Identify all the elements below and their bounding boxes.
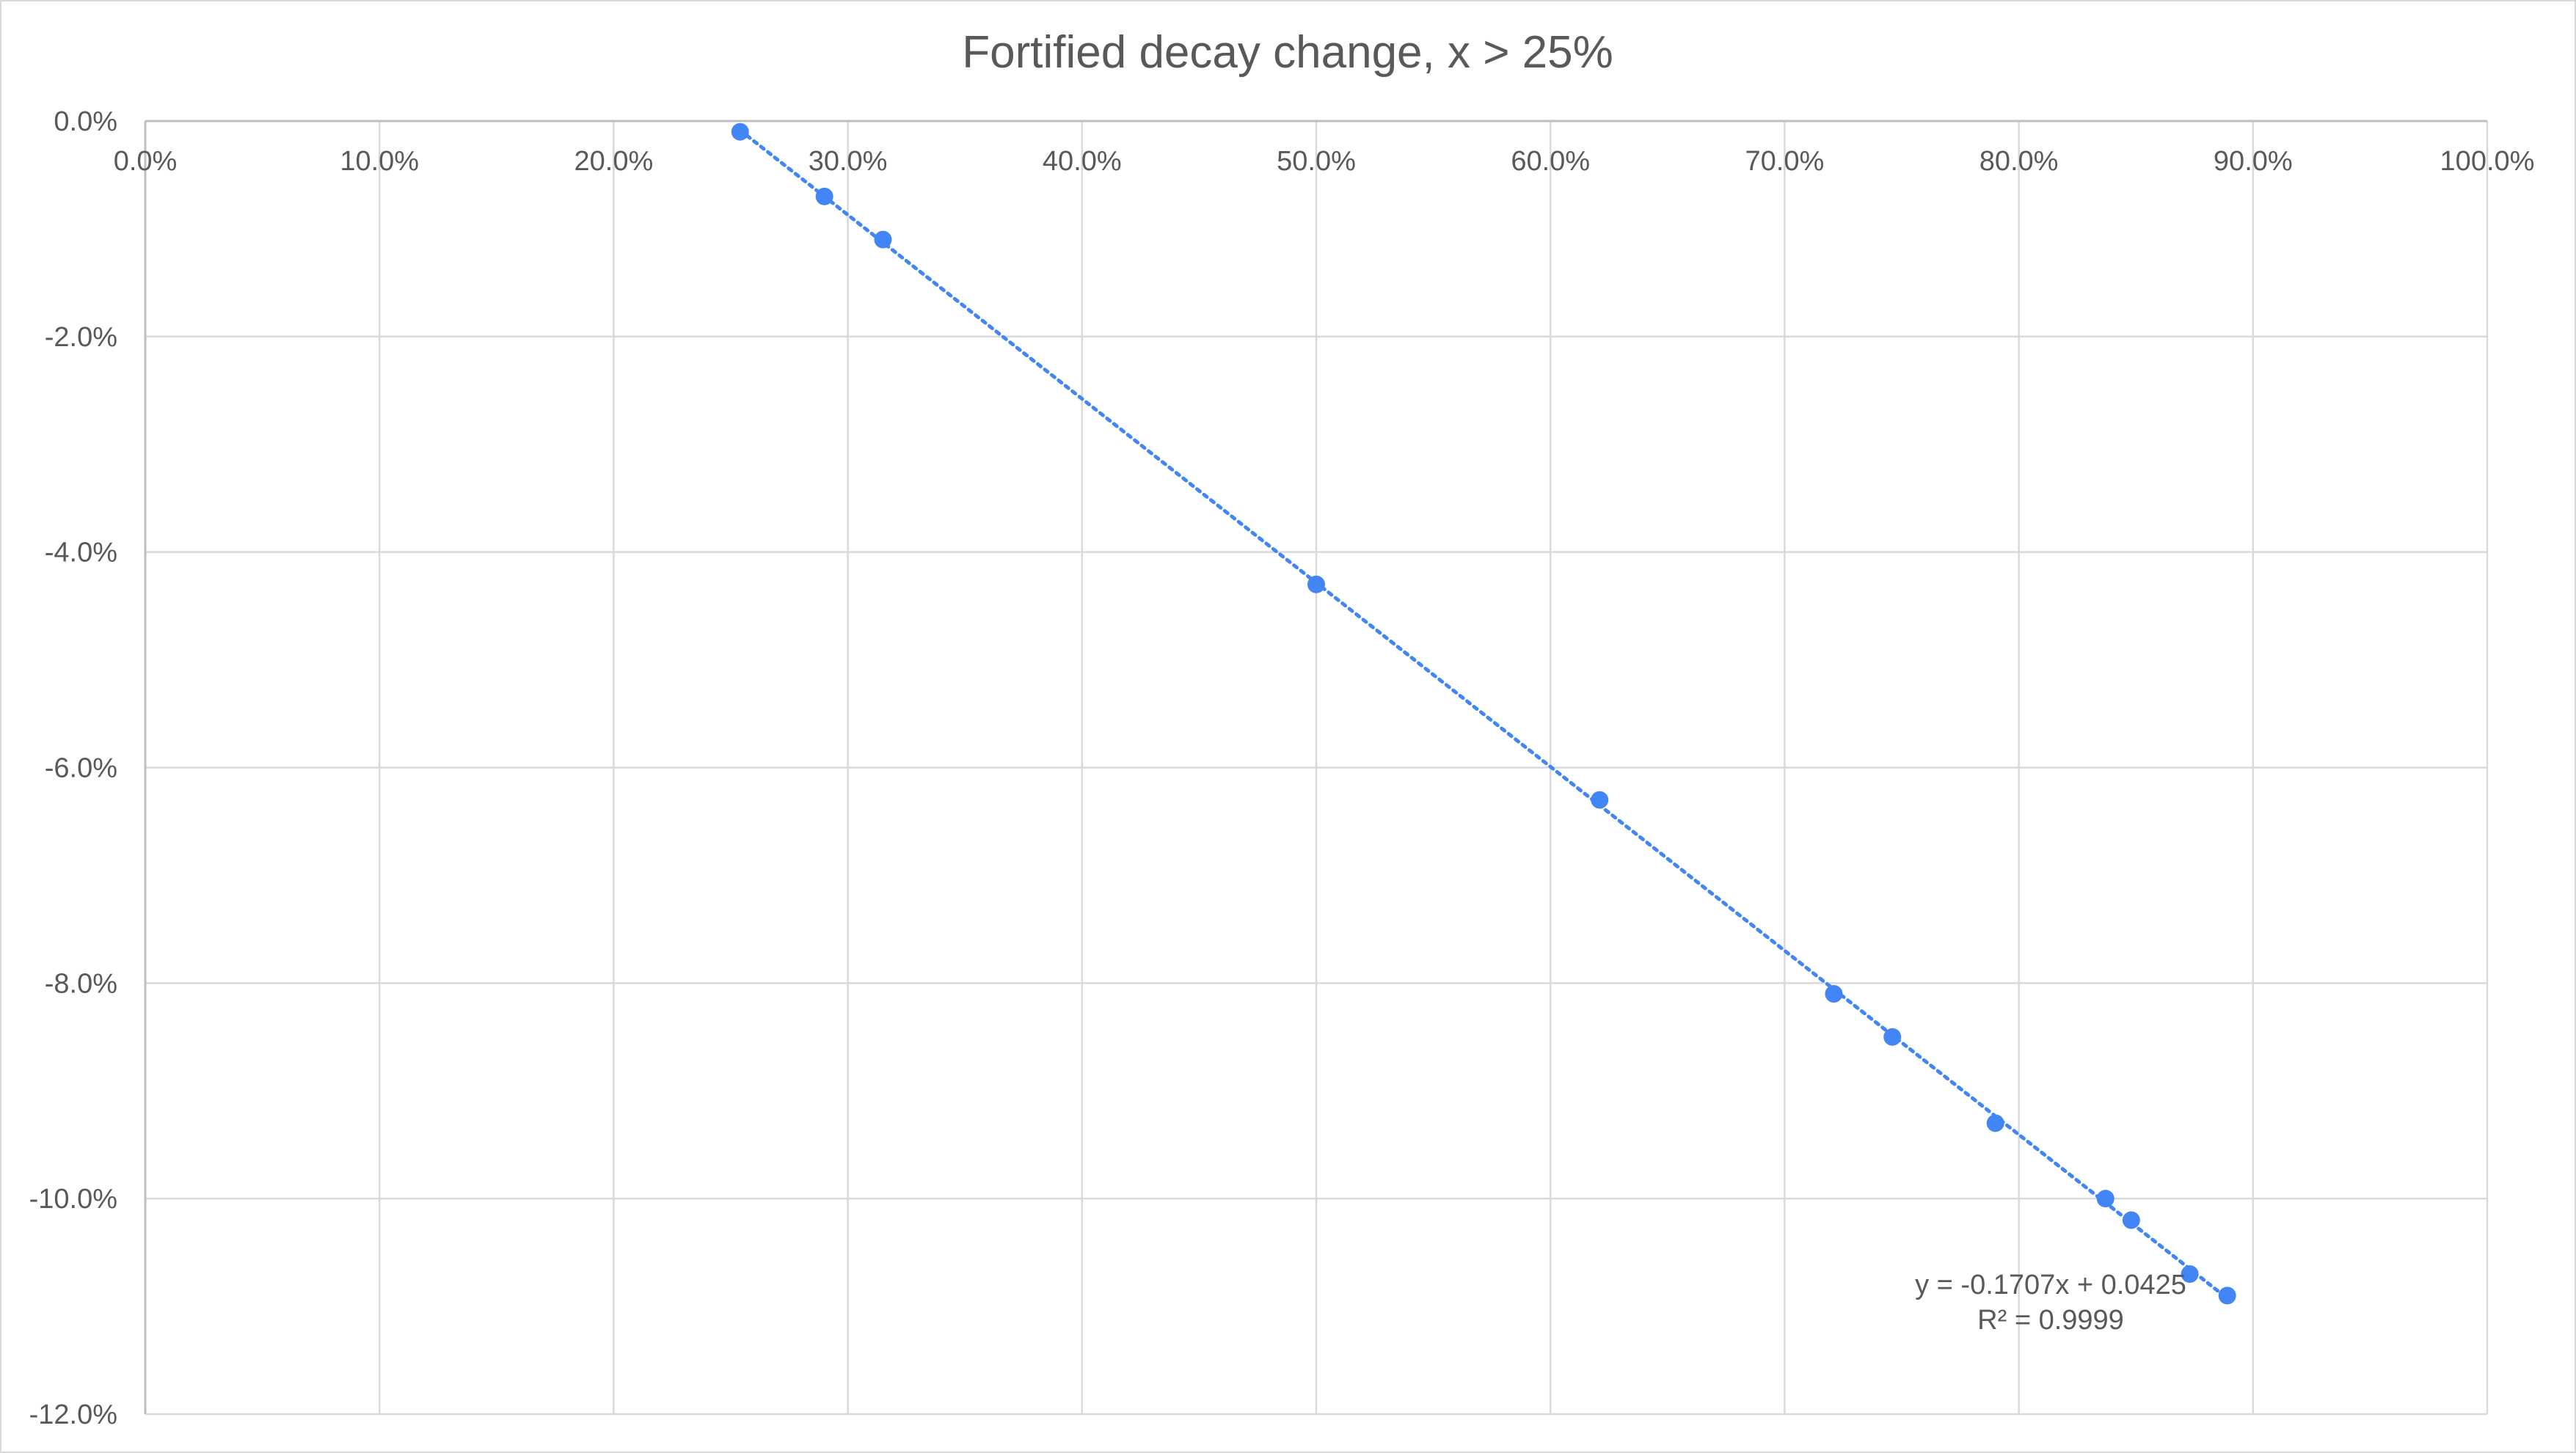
x-tick-label: 30.0% <box>809 146 888 177</box>
axes <box>144 120 2487 1414</box>
y-tick-label: 0.0% <box>54 106 117 137</box>
y-tick-label: -4.0% <box>45 538 117 568</box>
data-point <box>2218 1287 2236 1305</box>
x-tick-label: 10.0% <box>340 146 419 177</box>
x-tick-label: 40.0% <box>1043 146 1122 177</box>
trendline-layer <box>738 128 2230 1300</box>
y-tick-label: -2.0% <box>45 322 117 353</box>
trendline-equation: y = -0.1707x + 0.0425 <box>1915 1270 2186 1300</box>
x-tick-label: 80.0% <box>1980 146 2059 177</box>
y-tick-label: -6.0% <box>45 753 117 784</box>
data-point <box>2122 1211 2140 1229</box>
data-point <box>731 122 749 141</box>
x-tick-label: 0.0% <box>114 146 178 177</box>
data-point <box>1825 985 1843 1003</box>
x-tick-label: 20.0% <box>574 146 654 177</box>
x-tick-label: 70.0% <box>1745 146 1825 177</box>
data-point <box>2096 1190 2115 1208</box>
data-point <box>874 230 892 249</box>
trendline <box>738 128 2230 1300</box>
y-tick-label: -8.0% <box>45 968 117 999</box>
data-point <box>1591 791 1609 809</box>
y-tick-label: -10.0% <box>29 1184 117 1215</box>
data-points <box>731 122 2236 1305</box>
x-tick-label: 50.0% <box>1277 146 1356 177</box>
data-point <box>1307 575 1325 593</box>
x-tick-label: 90.0% <box>2214 146 2293 177</box>
data-point <box>1883 1028 1902 1046</box>
x-tick-label: 100.0% <box>2440 146 2535 177</box>
y-tick-label: -12.0% <box>29 1399 117 1430</box>
chart-title: Fortified decay change, x > 25% <box>962 27 1613 78</box>
x-tick-label: 60.0% <box>1511 146 1590 177</box>
data-point <box>2181 1265 2199 1284</box>
data-point <box>1986 1114 2004 1132</box>
trendline-r-squared: R² = 0.9999 <box>1977 1305 2124 1336</box>
data-point <box>815 187 833 205</box>
axis-labels: 0.0% 10.0% 20.0% 30.0% 40.0% 50.0% 60.0% 70.0% 8… <box>29 106 2535 1430</box>
